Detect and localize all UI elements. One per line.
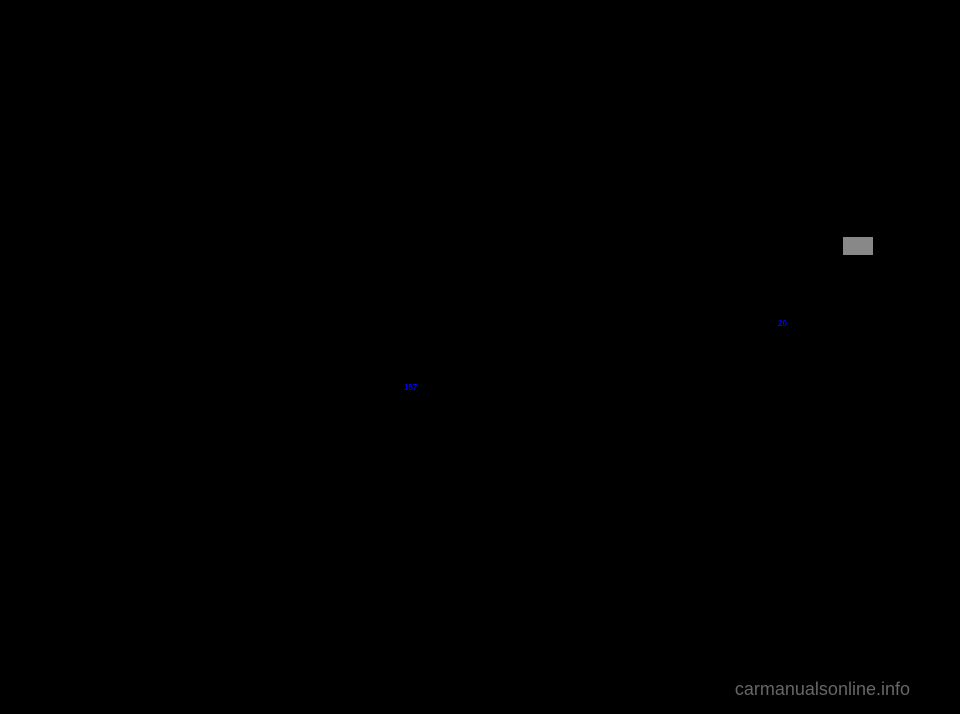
- watermark-text: carmanualsonline.info: [735, 679, 910, 700]
- page-content: 20 157: [0, 0, 960, 714]
- page-reference-link-1[interactable]: 20: [778, 319, 787, 328]
- page-marker-box: [843, 237, 873, 255]
- page-reference-link-2[interactable]: 157: [404, 383, 417, 392]
